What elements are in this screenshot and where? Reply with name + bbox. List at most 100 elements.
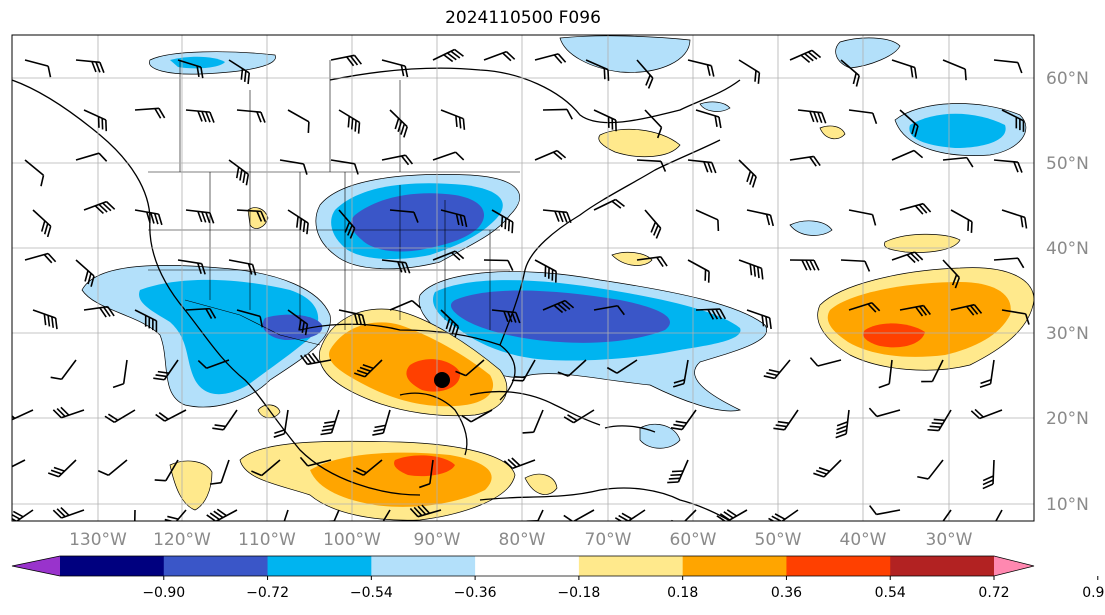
wind-barb	[338, 309, 367, 327]
wind-barb	[440, 109, 466, 130]
wind-barb	[389, 209, 419, 223]
colorbar: −0.90 −0.72 −0.54 −0.36 −0.18 0.18 0.36 0.54 0.7…	[11, 555, 1105, 601]
wind-barb	[154, 459, 179, 482]
wind-barb	[891, 59, 918, 79]
wind-barb	[432, 250, 465, 261]
colorbar-segment	[786, 556, 891, 576]
wind-barb	[687, 259, 710, 283]
wind-barb	[993, 257, 1025, 269]
wind-barb	[917, 459, 944, 480]
wind-barb	[671, 509, 697, 521]
lat-label: 10°N	[1046, 495, 1089, 515]
wind-barb	[338, 209, 356, 239]
wind-barb	[593, 304, 625, 316]
positive-anomaly-atlantic-east	[611, 251, 653, 266]
negative-anomaly-greenland	[835, 37, 901, 69]
wind-barb	[209, 459, 230, 485]
colorbar-segment	[475, 556, 580, 576]
negative-anomaly-canada-core	[170, 56, 225, 69]
colorbar-tick-label: 0.90	[1082, 585, 1105, 601]
wind-barb	[273, 409, 289, 438]
wind-barb	[12, 509, 34, 521]
wind-barb	[670, 409, 697, 431]
wind-barb	[134, 309, 158, 332]
wind-barb	[206, 508, 238, 521]
wind-barb	[695, 209, 720, 232]
colorbar-outline	[11, 555, 1035, 577]
wind-barb	[970, 408, 1003, 420]
wind-barb	[75, 259, 95, 287]
wind-barb	[899, 202, 932, 215]
positive-anomaly-pacific	[169, 460, 213, 511]
wind-barb	[738, 59, 761, 84]
wind-barb	[279, 509, 289, 521]
wind-barb	[542, 108, 573, 120]
colorbar-tick-label: −0.54	[350, 585, 393, 601]
wind-barb	[763, 359, 791, 380]
wind-barb	[950, 209, 973, 233]
wind-barb	[24, 252, 57, 264]
wind-barb	[869, 505, 901, 516]
wind-barb	[299, 456, 332, 467]
wind-barb	[236, 109, 266, 123]
wind-barb	[809, 357, 842, 367]
coastlines-layer	[12, 67, 741, 521]
lat-label: 30°N	[1046, 324, 1089, 344]
wind-barb	[432, 151, 465, 161]
wind-barb	[83, 305, 115, 318]
wind-barb	[320, 409, 340, 436]
colorbar-tick-label: −0.18	[557, 585, 600, 601]
us-mexico-border	[184, 299, 321, 346]
wind-barb	[534, 149, 567, 161]
wind-barb	[338, 109, 361, 134]
canada-province-lines	[179, 60, 401, 172]
lon-label: 110°W	[238, 530, 296, 550]
positive-anomaly-newfoundland	[598, 128, 681, 158]
south-america-line	[479, 487, 731, 521]
wind-barb	[503, 457, 536, 470]
state-lines	[148, 172, 510, 330]
colorbar-tick-label: 0.72	[978, 585, 1009, 601]
wind-barb	[236, 209, 267, 222]
wind-barb	[942, 156, 974, 168]
wind-barb	[32, 309, 58, 330]
wind-barb	[440, 209, 468, 228]
wind-barb	[75, 59, 105, 74]
positive-anomaly-mid-atlantic-strong	[863, 323, 925, 348]
wind-barb	[534, 259, 557, 283]
wind-barb	[687, 59, 715, 77]
wind-barb	[372, 409, 391, 436]
wind-barb	[899, 304, 931, 317]
wind-barb	[942, 59, 967, 81]
wind-barb	[455, 359, 485, 377]
wind-barb	[12, 409, 34, 421]
positive-anomaly-north-central	[819, 125, 846, 140]
wind-barb	[279, 159, 308, 175]
wind-barb	[644, 109, 663, 139]
wind-barb	[797, 109, 827, 124]
wind-barb	[389, 299, 422, 311]
wind-barb	[644, 209, 662, 239]
wind-barb	[667, 459, 689, 484]
wind-barb	[50, 359, 77, 381]
canada-arctic-line	[329, 67, 741, 124]
wind-barb	[177, 59, 204, 79]
wind-barb	[636, 59, 654, 89]
wind-barb	[563, 409, 595, 424]
colorbar-segment	[60, 556, 165, 576]
wind-barb	[936, 509, 952, 521]
wind-barb	[687, 159, 717, 174]
wind-barb	[24, 59, 52, 78]
west-coast-line	[12, 79, 421, 496]
colorbar-ticks: −0.90 −0.72 −0.54 −0.36 −0.18 0.18 0.36 0.54 0.7…	[142, 576, 1105, 601]
lon-label: 90°W	[414, 530, 461, 550]
lon-label: 70°W	[585, 530, 632, 550]
wind-barb	[491, 309, 521, 324]
wind-barb	[878, 359, 893, 389]
wind-barb	[24, 159, 45, 187]
wind-barb	[789, 259, 820, 271]
borders-layer	[148, 60, 520, 346]
wind-barb	[840, 259, 871, 272]
colorbar-tick-label: −0.72	[246, 585, 289, 601]
